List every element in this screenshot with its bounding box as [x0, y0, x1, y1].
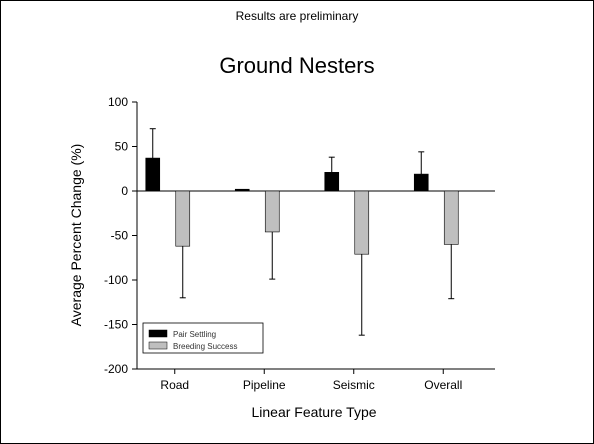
chart-ticks: 100 50 0 -50 -100 -150 -200 Road Pipeline Seismic… — [104, 95, 462, 392]
chart-title: Ground Nesters — [219, 53, 375, 78]
legend-swatch — [148, 341, 168, 350]
bar-pair-settling-seismic — [324, 172, 340, 192]
x-tick-label: Overall — [424, 378, 462, 392]
y-tick-label: -200 — [104, 362, 128, 376]
bar-pair-settling-road — [145, 157, 161, 192]
y-tick-label: -50 — [111, 229, 129, 243]
y-tick-label: 100 — [108, 95, 128, 109]
x-axis-title: Linear Feature Type — [251, 404, 376, 420]
bar-pair-settling-pipeline — [234, 188, 250, 192]
legend-swatch — [148, 329, 168, 338]
bar-breeding-success-road — [175, 190, 191, 247]
x-tick-label: Pipeline — [243, 378, 286, 392]
preliminary-note: Results are preliminary — [235, 9, 359, 23]
legend-entry: Breeding Success — [173, 342, 237, 351]
bar-breeding-success-overall — [443, 190, 459, 245]
y-axis-title: Average Percent Change (%) — [68, 144, 84, 327]
bar-pair-settling-overall — [413, 173, 429, 192]
chart-legend: Pair Settling Breeding Success — [142, 322, 264, 354]
legend-entry: Pair Settling — [173, 330, 216, 339]
y-tick-label: -150 — [104, 318, 128, 332]
y-tick-label: -100 — [104, 273, 128, 287]
x-tick-label: Road — [160, 378, 189, 392]
y-tick-label: 0 — [121, 184, 128, 198]
bar-breeding-success-pipeline — [264, 190, 280, 233]
x-tick-label: Seismic — [333, 378, 375, 392]
bar-breeding-success-seismic — [354, 190, 370, 255]
chart-bars — [145, 157, 459, 255]
y-tick-label: 50 — [115, 140, 129, 154]
chart-error-bars — [149, 128, 455, 336]
